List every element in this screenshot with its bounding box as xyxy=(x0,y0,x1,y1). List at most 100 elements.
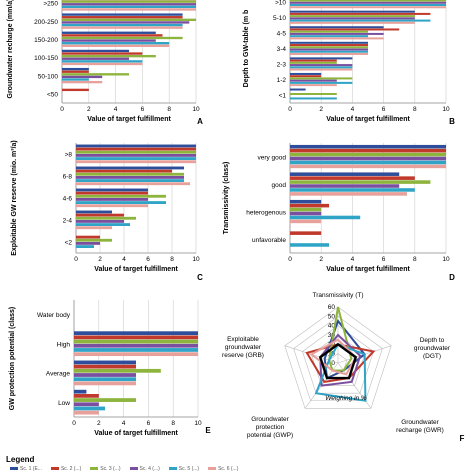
x-tick-label: 10 xyxy=(194,420,202,427)
bar xyxy=(290,172,400,176)
bar xyxy=(62,23,183,27)
bar xyxy=(290,46,368,49)
bar xyxy=(76,166,184,170)
radar-axis-label-line: groundwater xyxy=(414,345,451,352)
radar-gridline xyxy=(302,325,374,394)
x-tick-label: 2 xyxy=(319,106,323,113)
category-label: 1-2 xyxy=(277,77,287,84)
bar xyxy=(290,207,322,212)
panel-letter: B xyxy=(449,117,455,126)
radar-axis-label-line: potential (GWP) xyxy=(247,432,293,439)
x-tick-label: 2 xyxy=(98,256,102,263)
bar xyxy=(74,393,99,398)
bar xyxy=(290,211,322,216)
radar-axis-label-line: Groundwater xyxy=(401,419,439,426)
legend-swatch xyxy=(208,467,217,471)
chart-panel-B: 0 2 4 6 8 10 >10 5-10 4-5 3-4 2-3 1-2 <1 Value of tar… xyxy=(243,0,455,126)
bar xyxy=(290,77,353,80)
bar xyxy=(62,75,103,79)
bar xyxy=(76,235,100,239)
panel-letter: C xyxy=(197,273,203,282)
radar-tick-label: 30 xyxy=(328,332,336,339)
category-label: Average xyxy=(46,371,70,378)
bar xyxy=(62,78,89,81)
bar xyxy=(62,39,156,42)
radar-series xyxy=(318,342,358,380)
bar xyxy=(76,169,172,173)
radar-axis-label-line: (DGT) xyxy=(423,353,441,360)
category-label: 5-10 xyxy=(273,15,286,22)
bar xyxy=(290,180,431,184)
x-tick-label: 6 xyxy=(141,106,145,113)
x-tick-label: 4 xyxy=(351,256,355,263)
category-label: 100-150 xyxy=(34,55,58,62)
legend: Sc. 1 (E... Sc. 2 (...) Sc. 3 (...) Sc. 4 (… xyxy=(10,466,470,474)
x-axis-label: Value of target fulfillment xyxy=(94,266,178,273)
radar-weighting-label: Weighing in % xyxy=(325,395,367,402)
category-label: Water body xyxy=(37,312,71,319)
bar xyxy=(76,210,112,214)
bar xyxy=(290,59,337,62)
bar xyxy=(290,48,368,51)
radar-series xyxy=(314,343,367,402)
panel-letter: D xyxy=(449,273,455,282)
bar xyxy=(290,57,353,60)
category-label: >8 xyxy=(65,152,73,159)
legend-item: Sc. 4 (...) xyxy=(129,466,160,472)
radar-tick-label: 50 xyxy=(328,313,336,320)
x-tick-label: 6 xyxy=(147,420,151,427)
category-label: <2 xyxy=(65,240,73,247)
radar-axis-label-line: Exploitable xyxy=(227,336,259,343)
radar-axis-label-line: reserve (GRB) xyxy=(222,352,264,359)
bar xyxy=(62,70,89,73)
legend-swatch xyxy=(10,467,18,471)
bar xyxy=(76,160,196,164)
bar xyxy=(76,150,196,154)
radar-tick-label: 40 xyxy=(328,323,336,330)
bar xyxy=(290,184,400,188)
x-tick-label: 8 xyxy=(170,256,174,263)
bar xyxy=(290,68,353,71)
y-axis-label: Exploitable GW reserve (mio. m³/a) xyxy=(11,140,18,256)
bar xyxy=(76,220,124,223)
bar xyxy=(62,54,156,58)
category-label: <1 xyxy=(279,93,287,100)
category-label: 2-3 xyxy=(277,62,287,69)
category-label: unfavorable xyxy=(252,237,286,244)
bar xyxy=(62,5,196,9)
bar xyxy=(76,242,100,245)
x-tick-label: 2 xyxy=(97,420,101,427)
bar xyxy=(76,154,196,157)
bar xyxy=(76,182,190,186)
bar xyxy=(76,204,148,208)
bar xyxy=(290,4,446,7)
bar xyxy=(290,52,368,55)
bar xyxy=(62,8,196,11)
radar-gridline xyxy=(293,315,383,402)
panel-letter: E xyxy=(205,426,211,435)
radar-gridline xyxy=(284,306,392,409)
bar xyxy=(76,198,148,201)
x-tick-label: 10 xyxy=(442,256,450,263)
legend-item: Sc. 3 (...) xyxy=(90,466,121,472)
bar xyxy=(290,75,322,78)
bar xyxy=(76,176,184,179)
bar xyxy=(74,339,198,344)
bar xyxy=(74,368,161,373)
bar xyxy=(62,16,183,19)
x-tick-label: 8 xyxy=(413,106,417,113)
bar xyxy=(76,201,166,204)
bar xyxy=(62,52,143,55)
bar xyxy=(290,81,353,84)
legend-swatch xyxy=(129,467,138,471)
chart-panel-D: 0 2 4 6 8 10 very good good heterogenous unfavora… xyxy=(223,143,455,282)
bar xyxy=(76,213,124,217)
bar xyxy=(290,17,415,20)
bar xyxy=(62,42,170,45)
legend-item: Sc. 6 (...) xyxy=(208,466,238,472)
category-label: heterogenous xyxy=(246,209,287,216)
bar xyxy=(290,215,361,220)
category-label: 3-4 xyxy=(277,46,287,53)
bar xyxy=(62,60,143,63)
bar xyxy=(62,36,183,40)
